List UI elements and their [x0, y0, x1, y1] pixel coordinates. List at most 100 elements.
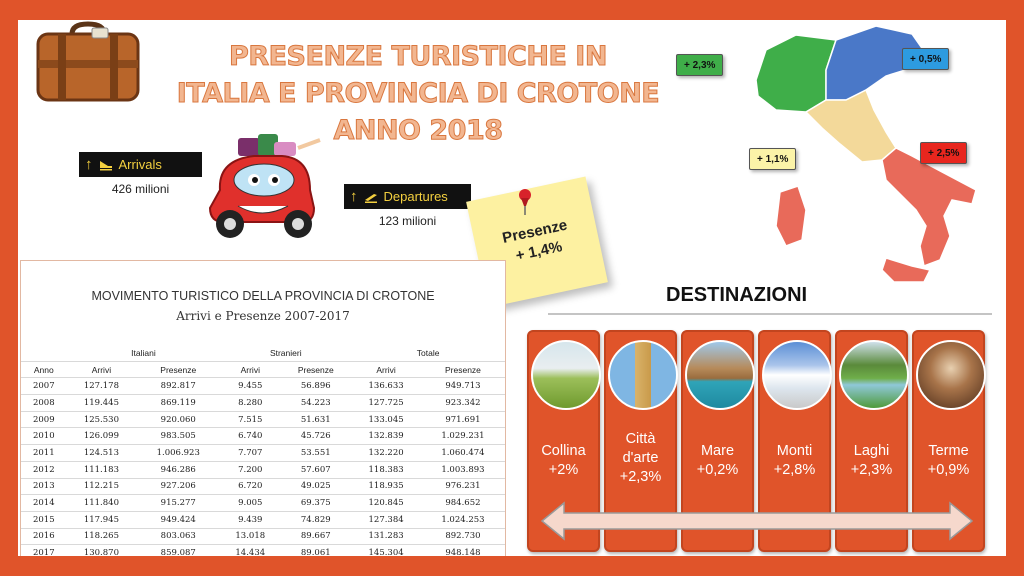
table-cell: 892.817 [136, 377, 221, 396]
table-cell: 51.631 [280, 411, 352, 429]
destinations-underline [548, 313, 992, 315]
table-cell: 7.200 [220, 461, 281, 479]
table-cell: 946.286 [136, 461, 221, 479]
table-cell: 57.607 [280, 461, 352, 479]
arrow-up-icon: ↑ [350, 188, 358, 205]
table-cell: 2009 [21, 411, 67, 429]
laghi-photo [839, 340, 909, 410]
table-cell: 2008 [21, 394, 67, 412]
table-cell: 1.003.893 [420, 461, 505, 479]
table-cell: 131.283 [351, 528, 421, 546]
table-cell: 13.018 [220, 528, 281, 546]
table-cell: 127.384 [351, 511, 421, 529]
table-cell: 2012 [21, 461, 67, 479]
table-row: 2010 126.099 983.505 6.740 45.726 132.839 1.02… [21, 427, 505, 446]
table-cell: 120.845 [351, 494, 421, 512]
suitcase-icon [36, 21, 140, 102]
table-cell: 2007 [21, 377, 67, 396]
table-cell: 948.148 [420, 544, 505, 556]
table-title: MOVIMENTO TURISTICO DELLA PROVINCIA DI C… [91, 289, 435, 303]
table-cell: 118.935 [351, 478, 421, 496]
table-cell: 2011 [21, 444, 67, 462]
table-cell: 983.505 [136, 427, 221, 446]
column-header: Anno [21, 361, 67, 379]
table-cell: 69.375 [280, 494, 352, 512]
table-cell: 892.730 [420, 528, 505, 546]
departures-sign: ↑ Departures [344, 184, 471, 209]
table-cell: 2010 [21, 427, 67, 446]
double-arrow-icon [540, 501, 974, 541]
table-cell: 6.740 [220, 427, 281, 446]
tourism-table: MOVIMENTO TURISTICO DELLA PROVINCIA DI C… [20, 260, 506, 556]
table-cell: 2014 [21, 494, 67, 512]
data-table: Italiani Stranieri Totale Anno Arrivi Pres… [21, 345, 505, 556]
table-cell: 132.220 [351, 444, 421, 462]
map-label-northeast: + 0,5% [902, 48, 950, 70]
departures-value: 123 milioni [378, 214, 437, 228]
group-header: Italiani [66, 345, 221, 362]
table-cell: 9.455 [220, 377, 281, 396]
arrow-up-icon: ↑ [85, 156, 93, 173]
destination-value: +2,8% [773, 462, 816, 478]
table-cell: 927.206 [136, 478, 221, 496]
destination-name: Città d'arte [622, 431, 659, 466]
table-cell: 2015 [21, 511, 67, 529]
table-cell: 2017 [21, 544, 67, 556]
table-cell: 971.691 [420, 411, 505, 429]
table-row: 2015 117.945 949.424 9.439 74.829 127.384 1.02… [21, 511, 505, 529]
map-label-south: + 2,5% [920, 142, 968, 164]
column-header: Presenze [420, 361, 505, 379]
pushpin-icon [519, 189, 531, 215]
table-cell: 1.024.253 [420, 511, 505, 529]
table-cell: 949.424 [136, 511, 221, 529]
table-cell: 8.280 [220, 394, 281, 412]
destination-value: +0,2% [696, 462, 739, 478]
column-header: Arrivi [351, 361, 421, 379]
table-row: 2013 112.215 927.206 6.720 49.025 118.935 976.… [21, 478, 505, 496]
table-cell: 127.725 [351, 394, 421, 412]
arrivals-value: 426 milioni [111, 182, 170, 196]
table-cell: 119.445 [66, 394, 137, 412]
collina-photo [531, 340, 601, 410]
monti-photo [762, 340, 832, 410]
table-cell: 89.061 [280, 544, 352, 556]
table-cell: 127.178 [66, 377, 137, 396]
mare-photo [685, 340, 755, 410]
column-header: Presenze [280, 361, 352, 379]
destination-value: +2,3% [850, 462, 893, 478]
table-cell: 118.265 [66, 528, 137, 546]
arrivals-label: Arrivals [118, 157, 162, 172]
table-cell: 111.183 [66, 461, 137, 479]
table-cell: 118.383 [351, 461, 421, 479]
title-line-2: ITALIA E PROVINCIA DI CROTONE [176, 78, 660, 110]
table-cell: 54.223 [280, 394, 352, 412]
table-row: 2016 118.265 803.063 13.018 89.667 131.283 892… [21, 528, 505, 546]
table-cell: 923.342 [420, 394, 505, 412]
table-cell: 117.945 [66, 511, 137, 529]
plane-departure-icon [364, 193, 377, 203]
table-cell: 89.667 [280, 528, 352, 546]
table-cell: 53.551 [280, 444, 352, 462]
table-cell: 1.029.231 [420, 427, 505, 446]
table-cell: 125.530 [66, 411, 137, 429]
citta-arte-photo [608, 340, 678, 410]
plane-landing-icon [99, 160, 112, 170]
table-cell: 126.099 [66, 427, 137, 446]
group-header: Stranieri [220, 345, 352, 362]
table-cell: 2016 [21, 528, 67, 546]
table-cell: 132.839 [351, 427, 421, 446]
column-header: Arrivi [220, 361, 281, 379]
destination-value: +2,3% [619, 469, 662, 485]
cartoon-car-icon [208, 134, 321, 238]
destination-name: Terme [928, 443, 969, 459]
arrivals-sign: ↑ Arrivals [79, 152, 202, 177]
map-label-center: + 1,1% [749, 148, 797, 170]
group-empty [21, 345, 67, 362]
table-cell: 130.870 [66, 544, 137, 556]
table-cell: 112.215 [66, 478, 137, 496]
destination-value: +0,9% [927, 462, 970, 478]
table-cell: 9.439 [220, 511, 281, 529]
table-cell: 7.707 [220, 444, 281, 462]
table-row: 2017 130.870 859.087 14.434 89.061 145.304 948… [21, 544, 505, 556]
map-label-northwest: + 2,3% [676, 54, 724, 76]
